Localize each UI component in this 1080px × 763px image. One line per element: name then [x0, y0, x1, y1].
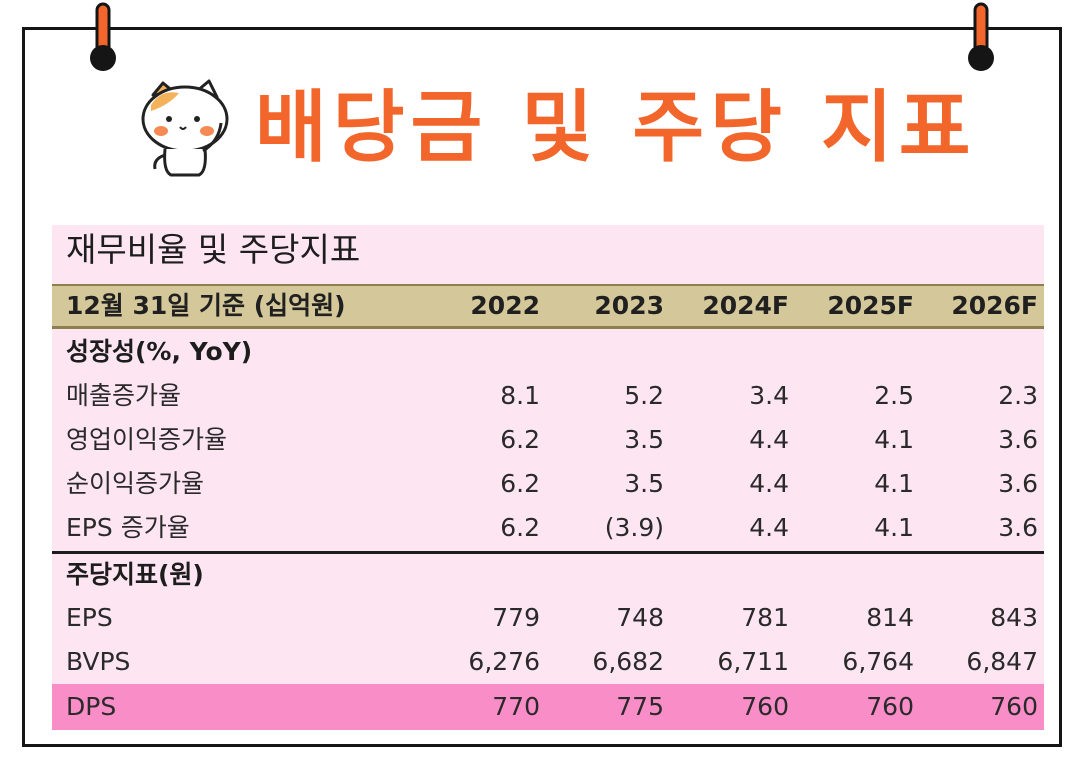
table-row: EPS 증가율 6.2 (3.9) 4.4 4.1 3.6	[52, 506, 1044, 550]
table-row: 영업이익증가율 6.2 3.5 4.4 4.1 3.6	[52, 418, 1044, 462]
section-divider	[52, 551, 1044, 554]
section-label: 주당지표(원)	[66, 560, 204, 589]
row-label: DPS	[66, 692, 117, 721]
table-cell: 760	[990, 692, 1038, 721]
table-row: 매출증가율 8.1 5.2 3.4 2.5 2.3	[52, 374, 1044, 418]
table-cell: 5.2	[624, 381, 664, 410]
table-cell: 843	[990, 603, 1038, 632]
table-cell: 6.2	[500, 425, 540, 454]
table-row: 순이익증가율 6.2 3.5 4.4 4.1 3.6	[52, 462, 1044, 506]
header-year: 2022	[470, 291, 540, 320]
pin-icon	[90, 2, 116, 71]
header-year: 2025F	[827, 291, 914, 320]
section-header-per-share: 주당지표(원)	[52, 553, 1044, 597]
table-row: BVPS 6,276 6,682 6,711 6,764 6,847	[52, 640, 1044, 684]
header-label: 12월 31일 기준 (십억원)	[66, 291, 346, 320]
table-cell: 2.5	[874, 381, 914, 410]
page-title: 배당금 및 주당 지표	[255, 83, 977, 173]
header-year: 2026F	[951, 291, 1038, 320]
row-label: 매출증가율	[66, 381, 182, 410]
table-cell: 3.6	[998, 469, 1038, 498]
row-label: 순이익증가율	[66, 469, 205, 498]
table-cell: 760	[741, 692, 789, 721]
table-cell: 3.5	[624, 469, 664, 498]
table-cell: 6,764	[842, 647, 914, 676]
header-year: 2023	[594, 291, 664, 320]
table-cell: 2.3	[998, 381, 1038, 410]
table-row: EPS 779 748 781 814 843	[52, 596, 1044, 640]
table-cell: 781	[741, 603, 789, 632]
table-cell: 779	[492, 603, 540, 632]
header-year: 2024F	[702, 291, 789, 320]
table-cell: 814	[866, 603, 914, 632]
table-cell: (3.9)	[604, 513, 664, 542]
table-cell: 3.5	[624, 425, 664, 454]
table-cell: 770	[492, 692, 540, 721]
table-cell: 6.2	[500, 513, 540, 542]
table-header-row: 12월 31일 기준 (십억원) 2022 2023 2024F 2025F 2…	[52, 284, 1044, 328]
table-header-bar	[52, 284, 1044, 329]
table-cell: 4.1	[874, 513, 914, 542]
table-row-dps: DPS 770 775 760 760 760	[52, 685, 1044, 729]
table-cell: 748	[616, 603, 664, 632]
table-cell: 775	[616, 692, 664, 721]
table-cell: 6,847	[966, 647, 1038, 676]
table-cell: 4.4	[749, 513, 789, 542]
section-header-growth: 성장성(%, YoY)	[52, 330, 1044, 374]
table-cell: 4.4	[749, 425, 789, 454]
table-cell: 3.6	[998, 425, 1038, 454]
table-cell: 760	[866, 692, 914, 721]
table-cell: 6,276	[468, 647, 540, 676]
table-cell: 4.1	[874, 425, 914, 454]
cat-mascot-icon	[141, 79, 229, 177]
table-cell: 3.6	[998, 513, 1038, 542]
table-cell: 6,711	[717, 647, 789, 676]
section-label: 성장성(%, YoY)	[66, 337, 253, 366]
dps-highlight	[52, 684, 1044, 730]
row-label: EPS 증가율	[66, 513, 190, 542]
table-cell: 8.1	[500, 381, 540, 410]
pin-icon	[968, 2, 994, 71]
row-label: BVPS	[66, 647, 131, 676]
table-cell: 6.2	[500, 469, 540, 498]
table-cell: 3.4	[749, 381, 789, 410]
table-cell: 4.4	[749, 469, 789, 498]
table-cell: 6,682	[592, 647, 664, 676]
row-label: EPS	[66, 603, 113, 632]
table-cell: 4.1	[874, 469, 914, 498]
row-label: 영업이익증가율	[66, 425, 228, 454]
table-title: 재무비율 및 주당지표	[66, 230, 361, 269]
